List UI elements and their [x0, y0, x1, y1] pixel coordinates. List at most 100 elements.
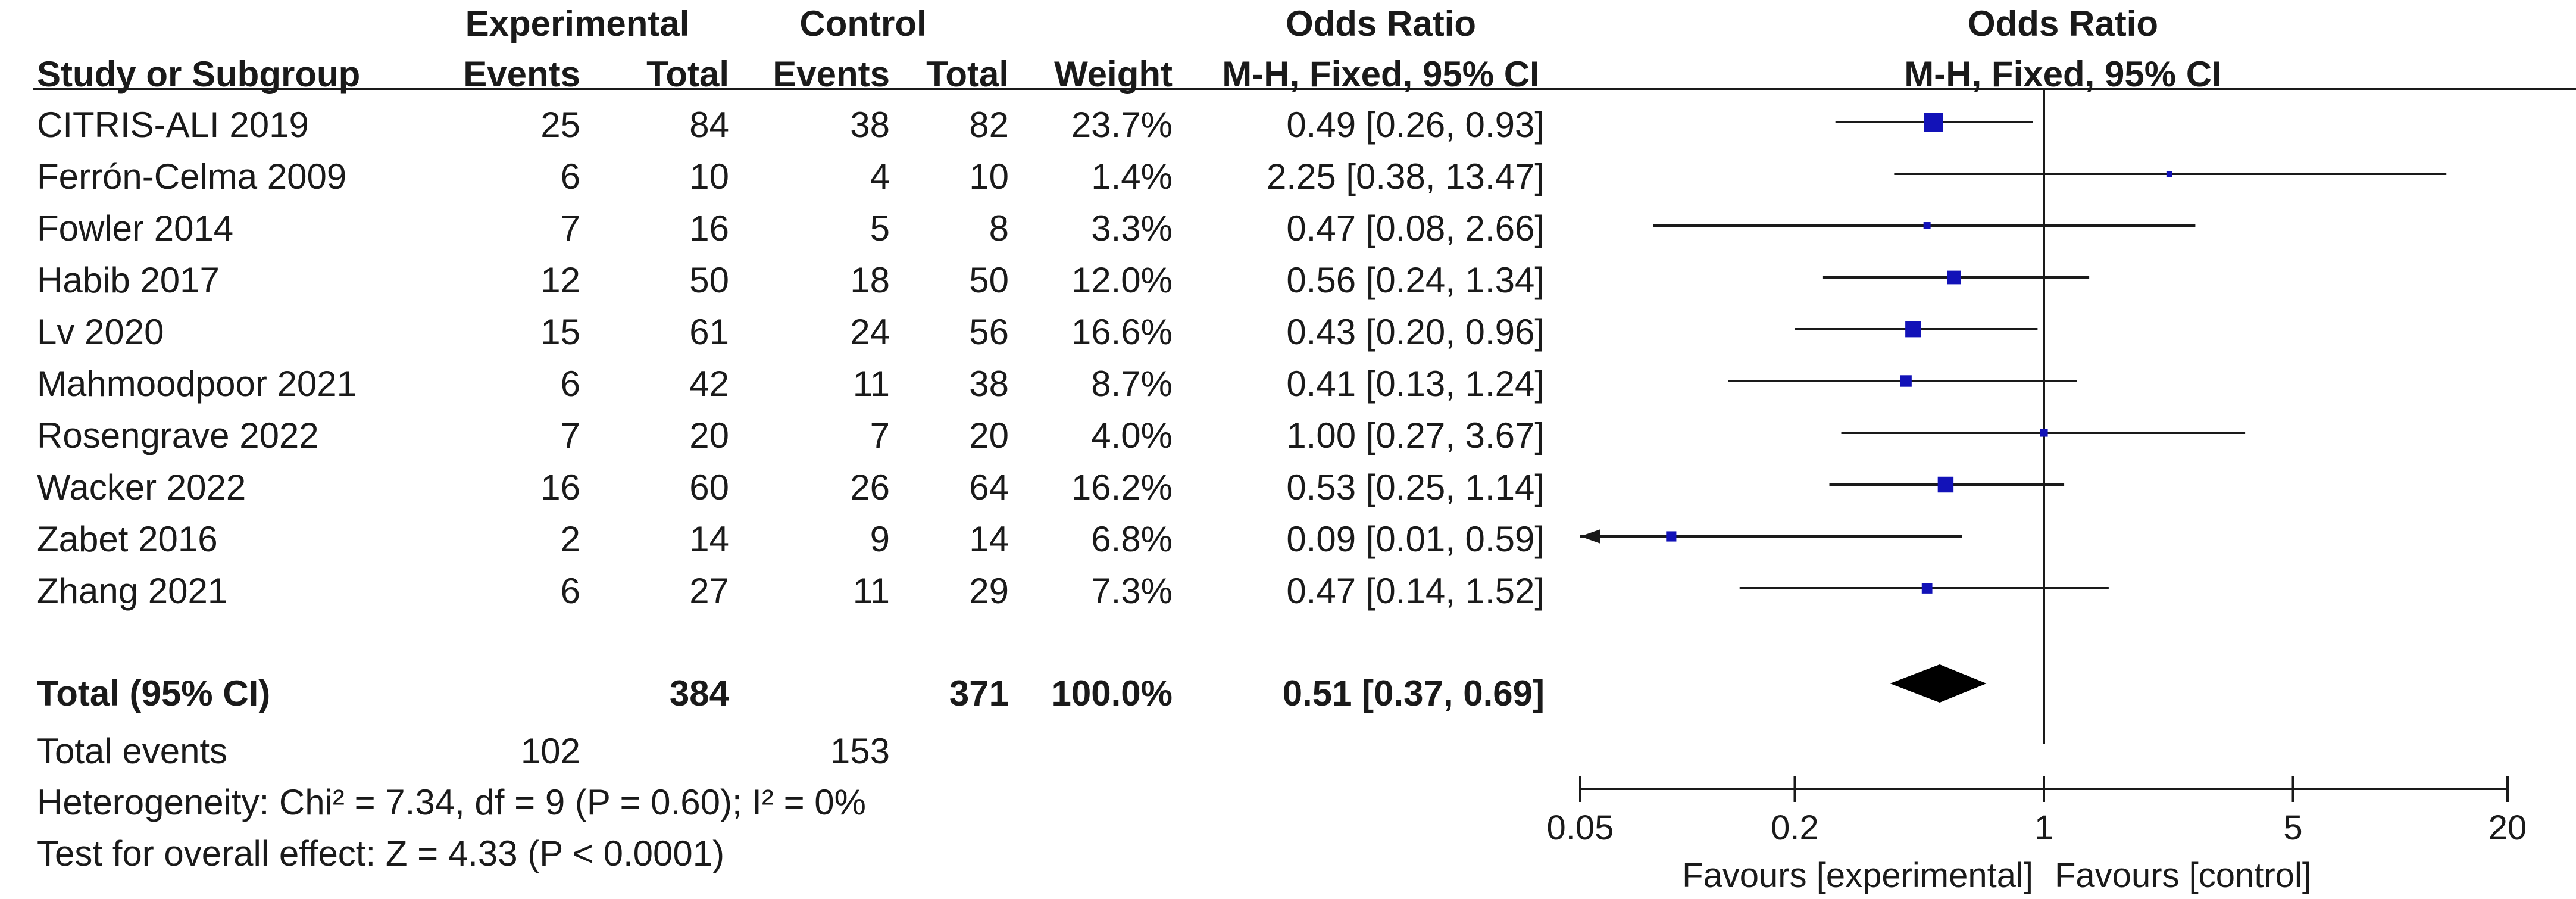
or-ci: 1.00 [0.27, 3.67]	[1286, 416, 1545, 455]
ctl-events: 7	[870, 416, 890, 455]
or-ci: 0.09 [0.01, 0.59]	[1286, 519, 1545, 559]
col-header-ctl-events: Events	[773, 54, 890, 94]
ctl-events: 38	[850, 105, 890, 145]
study-name: Zabet 2016	[37, 519, 218, 559]
total-exp-total: 384	[669, 673, 729, 713]
total-label: Total (95% CI)	[37, 673, 271, 713]
exp-total: 60	[689, 467, 729, 507]
exp-total: 16	[689, 208, 729, 248]
exp-events: 2	[560, 519, 580, 559]
study-marker	[1924, 113, 1943, 132]
total-events-ctl: 153	[830, 731, 890, 771]
pooled-diamond	[1890, 664, 1987, 703]
ctl-total: 8	[989, 208, 1009, 248]
study-marker	[2166, 171, 2172, 177]
study-name: CITRIS-ALI 2019	[37, 105, 309, 145]
exp-events: 25	[540, 105, 580, 145]
or-ci: 2.25 [0.38, 13.47]	[1266, 157, 1545, 196]
x-tick-label: 0.05	[1547, 809, 1614, 847]
ctl-total: 82	[969, 105, 1009, 145]
weight: 6.8%	[1091, 519, 1173, 559]
exp-total: 42	[689, 364, 729, 404]
or-ci: 0.47 [0.14, 1.52]	[1286, 571, 1545, 611]
heterogeneity-text: Heterogeneity: Chi² = 7.34, df = 9 (P = …	[37, 782, 867, 822]
or-ci: 0.56 [0.24, 1.34]	[1286, 260, 1545, 300]
weight: 16.2%	[1071, 467, 1173, 507]
study-name: Zhang 2021	[37, 571, 228, 611]
study-name: Habib 2017	[37, 260, 220, 300]
exp-events: 7	[560, 208, 580, 248]
or-ci: 0.47 [0.08, 2.66]	[1286, 208, 1545, 248]
weight: 4.0%	[1091, 416, 1173, 455]
ctl-events: 9	[870, 519, 890, 559]
exp-events: 12	[540, 260, 580, 300]
study-marker	[1666, 531, 1677, 542]
or-ci: 0.41 [0.13, 1.24]	[1286, 364, 1545, 404]
exp-events: 6	[560, 157, 580, 196]
exp-total: 14	[689, 519, 729, 559]
study-marker	[2040, 429, 2048, 437]
ctl-total: 38	[969, 364, 1009, 404]
study-name: Lv 2020	[37, 312, 164, 352]
x-tick-label: 5	[2283, 809, 2302, 847]
study-name: Rosengrave 2022	[37, 416, 319, 455]
header-odds-ratio-plot: Odds Ratio	[1967, 4, 2158, 43]
overall-effect-text: Test for overall effect: Z = 4.33 (P < 0…	[37, 834, 725, 873]
exp-events: 7	[560, 416, 580, 455]
col-header-or-ci: M-H, Fixed, 95% CI	[1222, 54, 1540, 94]
exp-events: 6	[560, 571, 580, 611]
exp-total: 20	[689, 416, 729, 455]
weight: 12.0%	[1071, 260, 1173, 300]
ctl-total: 64	[969, 467, 1009, 507]
favours-control-label: Favours [control]	[2055, 856, 2312, 895]
col-header-ctl-total: Total	[926, 54, 1009, 94]
weight: 8.7%	[1091, 364, 1173, 404]
x-tick-label: 0.2	[1771, 809, 1819, 847]
exp-events: 6	[560, 364, 580, 404]
exp-total: 27	[689, 571, 729, 611]
weight: 3.3%	[1091, 208, 1173, 248]
exp-total: 84	[689, 105, 729, 145]
total-weight: 100.0%	[1051, 673, 1173, 713]
study-marker	[1947, 270, 1961, 285]
ctl-events: 18	[850, 260, 890, 300]
or-ci: 0.43 [0.20, 0.96]	[1286, 312, 1545, 352]
total-events-exp: 102	[520, 731, 580, 771]
total-events-label: Total events	[37, 731, 228, 771]
ctl-total: 20	[969, 416, 1009, 455]
exp-total: 10	[689, 157, 729, 196]
header-experimental: Experimental	[465, 4, 690, 43]
ctl-events: 26	[850, 467, 890, 507]
study-marker	[1900, 375, 1912, 387]
col-header-weight: Weight	[1054, 54, 1173, 94]
weight: 23.7%	[1071, 105, 1173, 145]
x-tick-label: 1	[2034, 809, 2053, 847]
weight: 7.3%	[1091, 571, 1173, 611]
study-name: Wacker 2022	[37, 467, 246, 507]
study-marker	[1937, 476, 1954, 493]
or-ci: 0.53 [0.25, 1.14]	[1286, 467, 1545, 507]
ctl-total: 56	[969, 312, 1009, 352]
ctl-total: 10	[969, 157, 1009, 196]
col-header-exp-total: Total	[646, 54, 729, 94]
study-name: Ferrón-Celma 2009	[37, 157, 347, 196]
col-header-or-ci-plot: M-H, Fixed, 95% CI	[1904, 54, 2222, 94]
ctl-events: 4	[870, 157, 890, 196]
exp-total: 50	[689, 260, 729, 300]
ctl-total: 14	[969, 519, 1009, 559]
study-name: Fowler 2014	[37, 208, 234, 248]
header-odds-ratio-table: Odds Ratio	[1285, 4, 1476, 43]
exp-events: 15	[540, 312, 580, 352]
study-marker	[1905, 321, 1921, 338]
exp-total: 61	[689, 312, 729, 352]
ctl-events: 11	[852, 571, 890, 611]
weight: 1.4%	[1091, 157, 1173, 196]
ctl-total: 50	[969, 260, 1009, 300]
study-marker	[1923, 222, 1931, 229]
header-control: Control	[799, 4, 927, 43]
study-marker	[1921, 583, 1933, 594]
weight: 16.6%	[1071, 312, 1173, 352]
header-rule	[33, 88, 2576, 90]
